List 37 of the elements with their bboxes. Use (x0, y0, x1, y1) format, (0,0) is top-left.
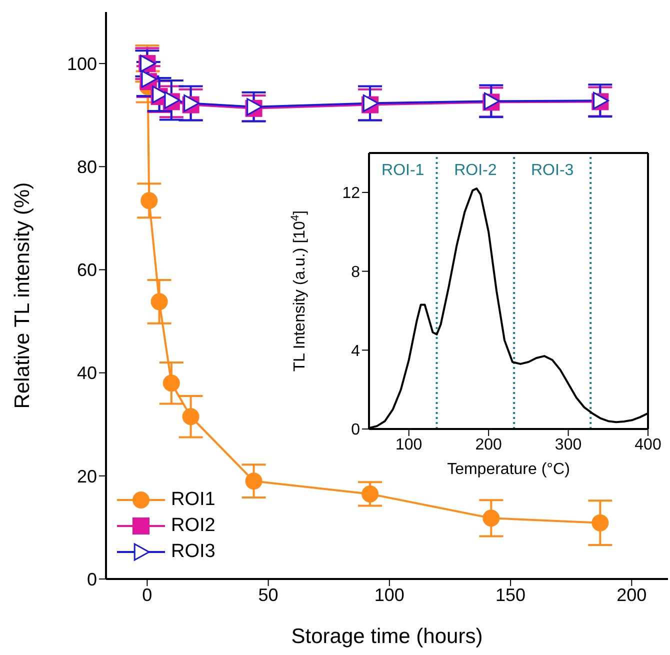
x-tick-label: 300 (554, 436, 582, 454)
point (150, 293, 168, 310)
legend-label: ROI2 (171, 515, 216, 537)
legend-label: ROI1 (171, 489, 216, 511)
point (482, 510, 500, 527)
x-axis-title: Temperature (°C) (447, 461, 570, 478)
x-axis-title: Storage time (hours) (291, 625, 483, 648)
annotation: ROI-3 (531, 162, 574, 180)
y-tick-label: 0 (351, 422, 360, 439)
x-tick-label: 200 (616, 584, 647, 605)
y-tick-label: 8 (351, 264, 360, 281)
x-tick-label: 150 (496, 584, 526, 605)
x-tick-label: 100 (374, 584, 404, 605)
y-tick-label: 4 (351, 342, 360, 360)
y-tick-label: 100 (66, 54, 97, 74)
annotation: ROI-2 (454, 162, 497, 180)
point (592, 514, 609, 532)
point (162, 374, 180, 392)
x-tick-label: 50 (258, 584, 278, 605)
point (245, 472, 262, 490)
point (140, 192, 158, 210)
y-tick-label: 40 (76, 363, 97, 384)
x-tick-label: 0 (142, 584, 152, 605)
x-tick-label: 200 (475, 436, 502, 454)
y-tick-label: 60 (76, 260, 97, 280)
x-tick-label: 100 (396, 436, 422, 454)
y-tick-label: 12 (342, 185, 360, 202)
point (141, 70, 158, 88)
annotation: ROI-1 (382, 162, 424, 180)
y-tick-label: 80 (76, 157, 97, 178)
point (182, 408, 200, 426)
point (362, 485, 379, 502)
y-tick-label: 20 (76, 466, 97, 486)
y-tick-label: 0 (86, 569, 97, 590)
legend-label: ROI3 (171, 541, 216, 563)
x-tick-label: 400 (634, 436, 662, 454)
y-axis-title: Relative TL intensity (%) (10, 182, 34, 409)
